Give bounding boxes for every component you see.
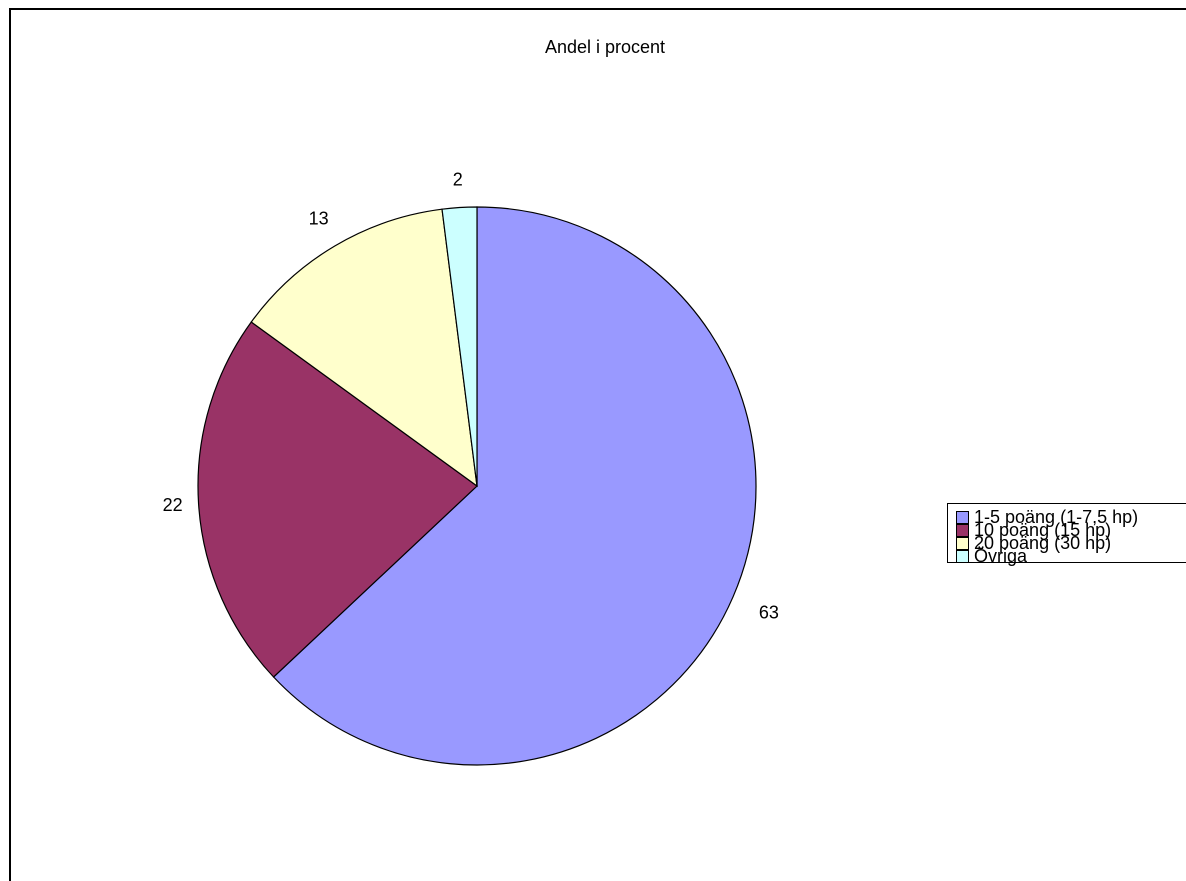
pie-slice-2	[197, 321, 478, 678]
legend-item-1: 1-5 poäng (1-7,5 hp)	[956, 506, 1138, 528]
data-label-1: 63	[759, 602, 779, 622]
data-label-4: 2	[453, 170, 463, 190]
legend-item-4: Övriga	[956, 545, 1027, 567]
pie-slice-3	[250, 208, 478, 488]
legend-swatch-2	[956, 523, 969, 537]
legend-label-3: 20 poäng (30 hp)	[974, 532, 1112, 553]
legend-item-3: 20 poäng (30 hp)	[956, 532, 1111, 554]
chart-title: Andel i procent	[544, 37, 666, 57]
data-label-2: 22	[163, 495, 183, 515]
legend-label-1: 1-5 poäng (1-7,5 hp)	[974, 506, 1139, 527]
legend-swatch-1	[956, 510, 969, 524]
legend-item-2: 10 poäng (15 hp)	[956, 519, 1111, 541]
pie-slice-1	[272, 206, 757, 766]
legend-label-2: 10 poäng (15 hp)	[974, 519, 1112, 540]
data-label-3: 13	[309, 208, 329, 228]
legend: 1-5 poäng (1-7,5 hp) 10 poäng (15 hp) 20…	[947, 503, 1186, 566]
pie-slice-4	[441, 206, 478, 487]
legend-label-4: Övriga	[974, 545, 1028, 566]
chart-area	[9, 8, 1186, 881]
legend-swatch-3	[956, 536, 969, 550]
legend-swatch-4	[956, 549, 969, 563]
